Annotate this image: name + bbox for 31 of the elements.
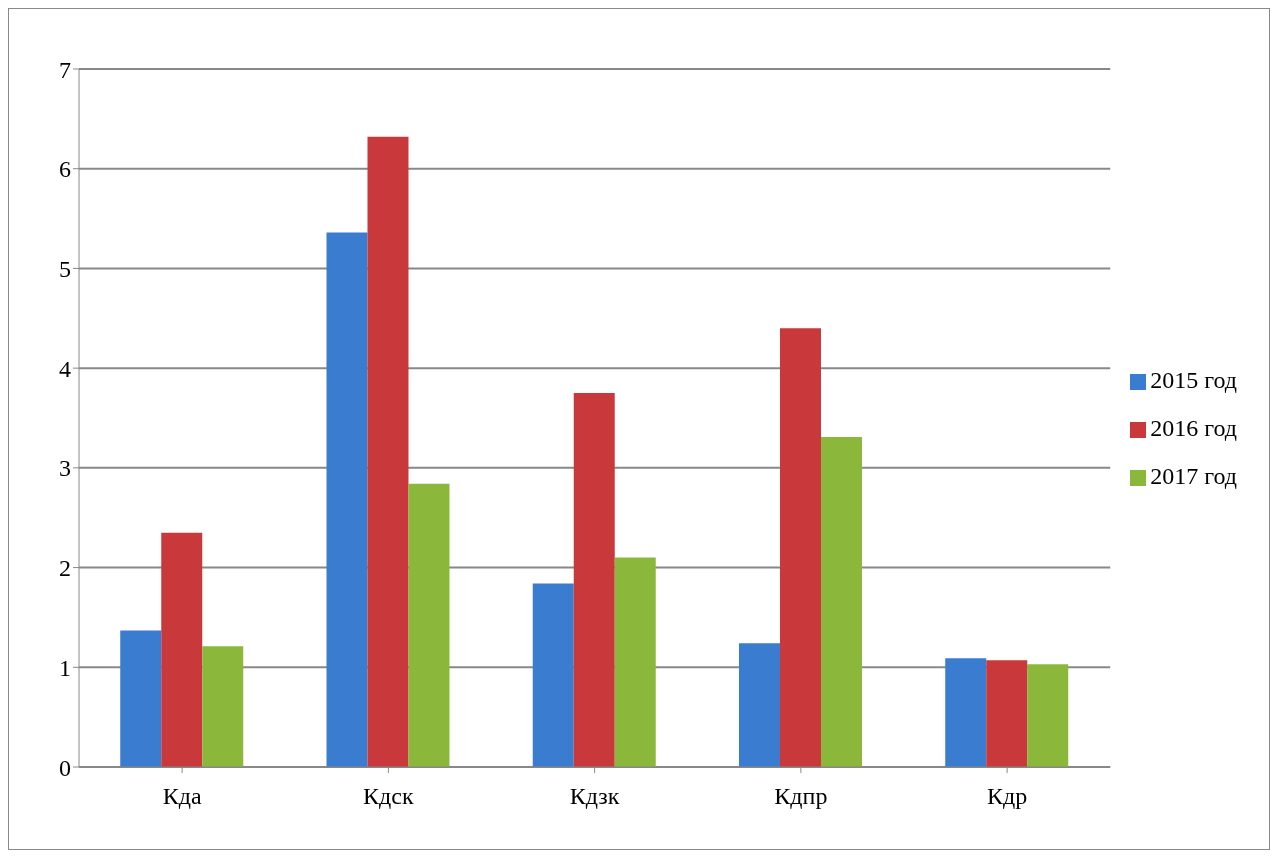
bar (1027, 664, 1069, 767)
bar (779, 328, 821, 767)
bar (945, 658, 987, 767)
bar (986, 660, 1028, 767)
bar (202, 646, 244, 767)
x-tick-label: Кдпр (774, 783, 828, 810)
bar (820, 436, 862, 767)
x-tick-label: Кда (162, 783, 202, 810)
legend-label: 2017 год (1150, 463, 1237, 489)
y-tick-label: 6 (59, 156, 71, 183)
y-tick-label: 0 (59, 754, 71, 781)
y-tick-label: 5 (59, 255, 71, 282)
legend-label: 2016 год (1150, 415, 1237, 441)
x-tick-label: Кдск (363, 783, 414, 810)
y-tick-label: 3 (59, 455, 71, 482)
bar (614, 557, 656, 767)
bar (408, 483, 450, 767)
y-tick-label: 4 (59, 355, 71, 382)
x-tick-label: Кдр (987, 783, 1028, 810)
bar (326, 232, 368, 767)
y-tick-label: 2 (59, 555, 71, 582)
y-tick-label: 1 (59, 654, 71, 681)
bar (367, 136, 409, 767)
bar (161, 532, 203, 767)
x-tick-label: Кдзк (569, 783, 620, 810)
bar (120, 630, 162, 767)
bar (532, 583, 574, 767)
bar (573, 393, 615, 767)
y-tick-label: 7 (59, 56, 71, 83)
legend-label: 2015 год (1150, 367, 1237, 393)
bar (738, 643, 780, 767)
